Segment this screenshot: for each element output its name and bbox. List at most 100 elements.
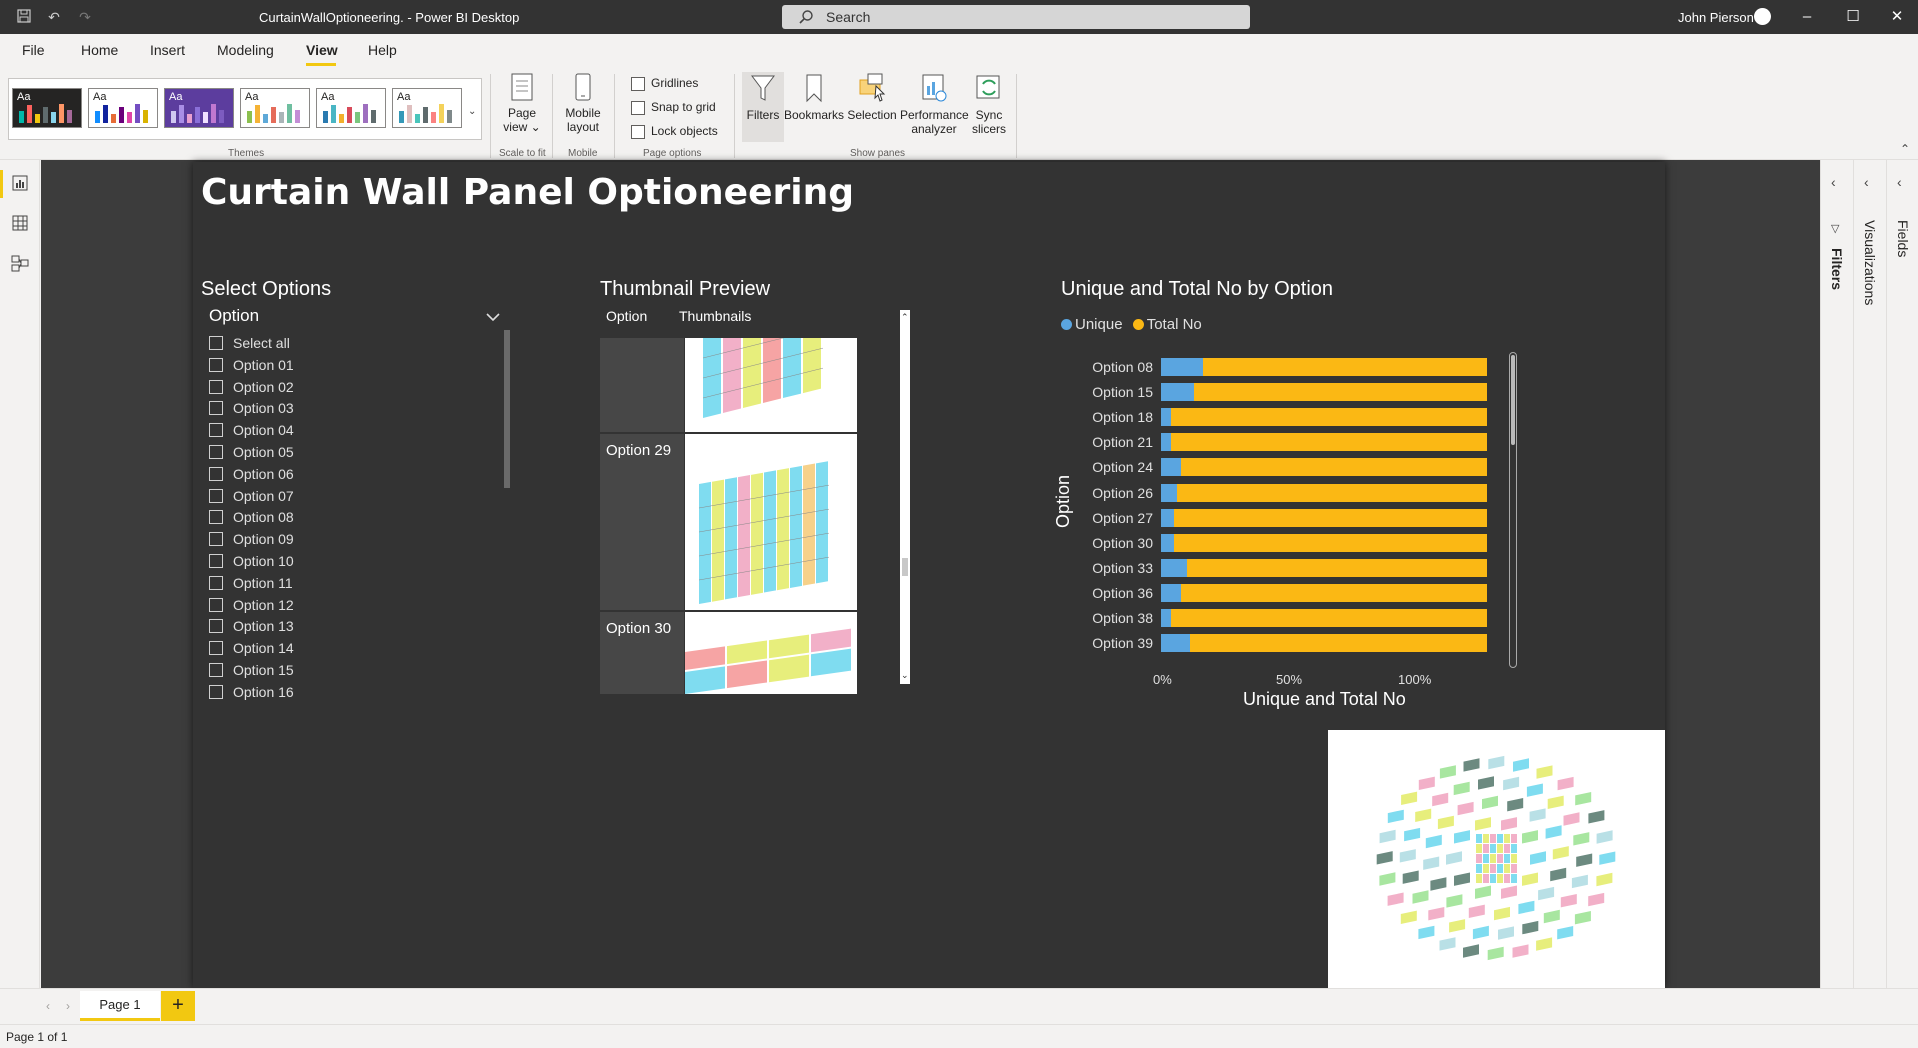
slicer-item[interactable]: Select all — [209, 334, 290, 352]
chevron-down-icon[interactable] — [486, 312, 500, 322]
bar-total[interactable] — [1190, 634, 1487, 653]
theme-3[interactable]: Aa — [164, 88, 234, 128]
slicer-item[interactable]: Option 08 — [209, 508, 294, 526]
slicer-item[interactable]: Option 07 — [209, 487, 294, 505]
bar-unique[interactable] — [1161, 634, 1191, 653]
slicer-item[interactable]: Option 14 — [209, 639, 294, 657]
theme-4[interactable]: Aa — [240, 88, 310, 128]
user-name[interactable]: John Pierson — [1678, 10, 1754, 25]
bar-unique[interactable] — [1161, 433, 1171, 452]
slicer-item[interactable]: Option 09 — [209, 530, 294, 548]
selection-button[interactable]: Selection — [844, 72, 900, 122]
slicer-item[interactable]: Option 15 — [209, 661, 294, 679]
undo-icon[interactable]: ↶ — [48, 9, 60, 25]
bar-total[interactable] — [1180, 583, 1487, 602]
add-page-button[interactable]: + — [161, 991, 195, 1021]
menu-modeling[interactable]: Modeling — [217, 42, 274, 58]
collapse-ribbon-icon[interactable]: ⌃ — [1900, 142, 1911, 156]
bar-total[interactable] — [1170, 609, 1487, 627]
data-view-icon[interactable] — [11, 214, 29, 232]
theme-6[interactable]: Aa — [392, 88, 462, 128]
legend-item-total[interactable]: Total No — [1132, 316, 1202, 333]
bar-total[interactable] — [1180, 458, 1487, 477]
slicer-item[interactable]: Option 12 — [209, 596, 294, 614]
slicer-item[interactable]: Option 02 — [209, 378, 294, 396]
scrollbar-thumb[interactable] — [902, 558, 908, 576]
snap-to-grid-checkbox[interactable]: Snap to grid — [631, 100, 716, 115]
menu-home[interactable]: Home — [81, 42, 119, 58]
gridlines-checkbox[interactable]: Gridlines — [631, 76, 698, 91]
slicer-item[interactable]: Option 04 — [209, 421, 294, 439]
bar-total[interactable] — [1193, 383, 1487, 402]
theme-5[interactable]: Aa — [316, 88, 386, 128]
menu-insert[interactable]: Insert — [150, 42, 186, 58]
slicer-item[interactable]: Option 10 — [209, 552, 294, 570]
tab-prev-icon[interactable]: ‹ — [46, 999, 50, 1013]
slicer-scrollbar[interactable] — [504, 330, 510, 488]
slicer-item[interactable]: Option 13 — [209, 617, 294, 635]
chevron-left-icon[interactable]: ‹ — [1897, 174, 1902, 190]
minimize-icon[interactable]: – — [1802, 8, 1812, 25]
legend-item-unique[interactable]: Unique — [1061, 316, 1123, 333]
bar-unique[interactable] — [1161, 508, 1175, 527]
maximize-icon[interactable]: ☐ — [1846, 8, 1860, 25]
bar-total[interactable] — [1187, 558, 1487, 577]
filters-pane[interactable]: ‹ ▽ Filters — [1820, 160, 1852, 988]
slicer-item[interactable]: Option 03 — [209, 399, 294, 417]
search-input[interactable]: Search — [782, 5, 1250, 29]
slicer-item[interactable]: Option 05 — [209, 443, 294, 461]
sync-slicers-button[interactable]: Sync slicers — [968, 72, 1010, 136]
bar-total[interactable] — [1170, 433, 1487, 452]
performance-analyzer-button[interactable]: Performance analyzer — [900, 72, 969, 136]
bar-unique[interactable] — [1161, 558, 1188, 577]
menu-file[interactable]: File — [22, 42, 45, 58]
column-header-thumbnails[interactable]: Thumbnails — [679, 308, 752, 324]
bar-unique[interactable] — [1161, 483, 1178, 502]
chevron-left-icon[interactable]: ‹ — [1864, 174, 1869, 190]
chevron-left-icon[interactable]: ‹ — [1831, 174, 1836, 190]
report-view-icon[interactable] — [11, 174, 29, 192]
close-icon[interactable]: ✕ — [1890, 8, 1904, 25]
avatar[interactable] — [1754, 8, 1771, 25]
bar-total[interactable] — [1174, 533, 1487, 552]
filters-button[interactable]: Filters — [742, 72, 784, 122]
bar-total[interactable] — [1174, 508, 1487, 527]
slicer-item[interactable]: Option 01 — [209, 356, 294, 374]
thumbnail-scrollbar[interactable]: ⌃ ⌄ — [900, 310, 910, 684]
bar-total[interactable] — [1170, 408, 1487, 427]
page-view-button[interactable]: Page view ⌄ — [502, 72, 542, 134]
save-icon[interactable] — [15, 8, 33, 26]
bookmarks-button[interactable]: Bookmarks — [784, 72, 844, 122]
scroll-down-icon[interactable]: ⌄ — [901, 670, 909, 680]
tab-page-1[interactable]: Page 1 — [80, 991, 160, 1021]
slicer-item[interactable]: Option 11 — [209, 574, 293, 592]
column-header-option[interactable]: Option — [606, 308, 648, 324]
theme-2[interactable]: Aa — [88, 88, 158, 128]
lock-objects-checkbox[interactable]: Lock objects — [631, 124, 718, 139]
3d-model-view[interactable] — [1328, 730, 1665, 988]
bar-total[interactable] — [1203, 358, 1487, 376]
theme-default[interactable]: Aa — [12, 88, 82, 128]
tab-next-icon[interactable]: › — [66, 999, 70, 1013]
chart-scrollbar[interactable] — [1509, 352, 1517, 668]
menu-view[interactable]: View — [306, 42, 338, 58]
bar-unique[interactable] — [1161, 408, 1171, 427]
scroll-up-icon[interactable]: ⌃ — [901, 312, 909, 322]
redo-icon[interactable]: ↷ — [79, 9, 91, 25]
bar-unique[interactable] — [1161, 533, 1175, 552]
slicer-item[interactable]: Option 06 — [209, 465, 294, 483]
bar-unique[interactable] — [1161, 583, 1181, 602]
menu-help[interactable]: Help — [368, 42, 397, 58]
mobile-layout-button[interactable]: Mobile layout — [560, 72, 606, 134]
scrollbar-thumb[interactable] — [1511, 355, 1515, 445]
bar-unique[interactable] — [1161, 609, 1171, 627]
bar-total[interactable] — [1177, 483, 1487, 502]
model-view-icon[interactable] — [11, 254, 29, 272]
slicer-item[interactable]: Option 16 — [209, 683, 294, 701]
bar-unique[interactable] — [1161, 358, 1204, 376]
themes-expand-icon[interactable]: ⌄ — [468, 106, 477, 117]
fields-pane[interactable]: ‹ Fields — [1886, 160, 1918, 988]
visualizations-pane[interactable]: ‹ Visualizations — [1853, 160, 1885, 988]
bar-unique[interactable] — [1161, 458, 1181, 477]
bar-unique[interactable] — [1161, 383, 1194, 402]
